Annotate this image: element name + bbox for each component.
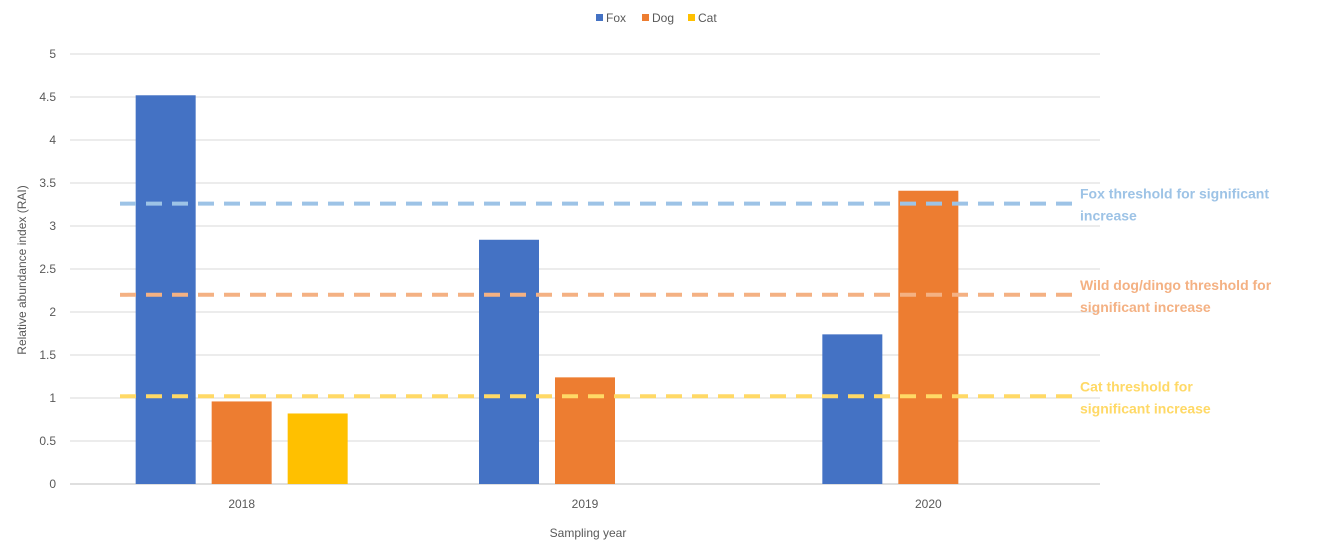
y-tick-label: 0 — [49, 477, 56, 491]
legend-swatch-cat — [688, 14, 695, 21]
y-tick-label: 4 — [49, 133, 56, 147]
legend-swatch-dog — [642, 14, 649, 21]
x-tick-label: 2018 — [228, 497, 255, 511]
x-axis-title: Sampling year — [550, 526, 627, 540]
bar-cat-2018 — [287, 413, 348, 484]
threshold-label: Fox threshold for significant increase — [1080, 186, 1269, 224]
threshold-label: Wild dog/dingo threshold for significant … — [1080, 277, 1272, 315]
legend-label: Fox — [606, 11, 626, 25]
y-tick-label: 1 — [49, 391, 56, 405]
threshold-label-line: significant increase — [1080, 299, 1211, 315]
bar-fox-2019 — [479, 239, 539, 484]
y-tick-label: 2 — [49, 305, 56, 319]
threshold-label-line: Cat threshold for — [1080, 378, 1193, 394]
legend-label: Dog — [652, 11, 674, 25]
bar-fox-2018 — [135, 95, 196, 484]
x-tick-label: 2019 — [572, 497, 599, 511]
threshold-label-line: Wild dog/dingo threshold for — [1080, 277, 1272, 293]
threshold-label-line: significant increase — [1080, 400, 1211, 416]
bar-dog-2018 — [211, 401, 272, 484]
x-axis-ticks: 2018 2019 2020 — [228, 497, 942, 511]
threshold-label-line: increase — [1080, 208, 1137, 224]
bars — [135, 95, 959, 485]
threshold-label-line: Fox threshold for significant — [1080, 186, 1269, 202]
y-tick-label: 3 — [49, 219, 56, 233]
y-tick-label: 5 — [49, 47, 56, 61]
legend-label: Cat — [698, 11, 717, 25]
legend: Fox Dog Cat — [596, 11, 717, 25]
y-tick-label: 2.5 — [39, 262, 56, 276]
bar-fox-2020 — [822, 334, 883, 484]
y-tick-label: 1.5 — [39, 348, 56, 362]
y-axis-title: Relative abundance index (RAI) — [15, 185, 29, 354]
x-tick-label: 2020 — [915, 497, 942, 511]
threshold-label: Cat threshold for significant increase — [1080, 378, 1211, 416]
y-tick-label: 4.5 — [39, 90, 56, 104]
bar-dog-2020 — [898, 190, 959, 485]
threshold-lines: Fox threshold for significant increase Wil… — [120, 186, 1272, 416]
bar-dog-2019 — [555, 377, 615, 484]
y-tick-label: 0.5 — [39, 434, 56, 448]
y-axis-ticks: 0 0.5 1 1.5 2 2.5 3 3.5 4 4.5 5 — [39, 47, 56, 491]
legend-swatch-fox — [596, 14, 603, 21]
y-tick-label: 3.5 — [39, 176, 56, 190]
